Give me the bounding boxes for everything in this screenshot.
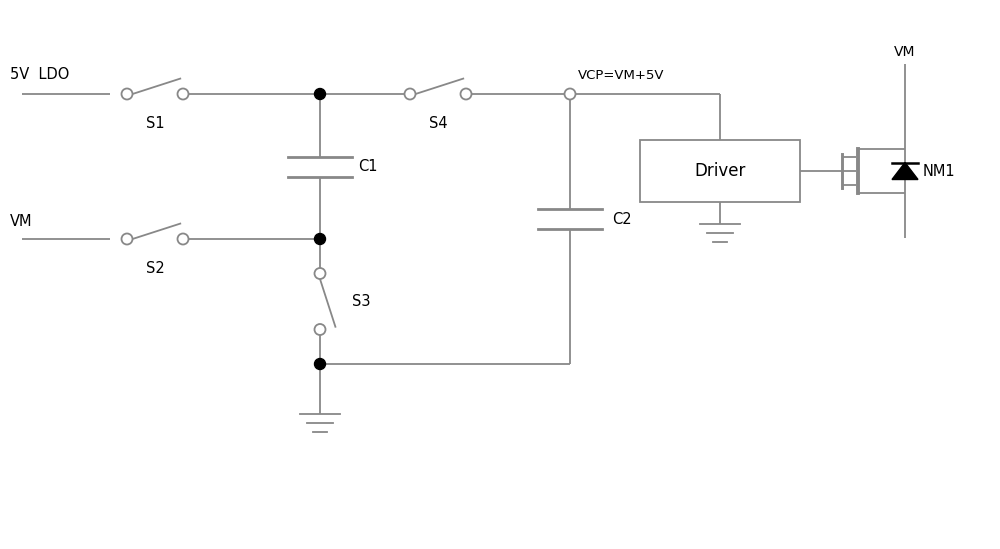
Circle shape (404, 88, 415, 99)
Circle shape (122, 233, 132, 244)
Text: VM: VM (10, 214, 32, 229)
Text: S4: S4 (429, 116, 447, 131)
Text: C2: C2 (612, 211, 632, 227)
Text: S2: S2 (146, 261, 164, 276)
Text: 5V  LDO: 5V LDO (10, 67, 69, 82)
Circle shape (122, 88, 132, 99)
Circle shape (314, 88, 326, 99)
Bar (640, 140, 800, 202)
Text: S3: S3 (352, 294, 370, 309)
Polygon shape (892, 163, 918, 180)
Circle shape (314, 233, 326, 244)
Text: Driver: Driver (694, 162, 746, 180)
Circle shape (460, 88, 472, 99)
Text: C1: C1 (358, 159, 378, 174)
Circle shape (314, 358, 326, 369)
Circle shape (314, 324, 326, 335)
Text: NM1: NM1 (923, 164, 956, 178)
Circle shape (178, 233, 188, 244)
Circle shape (314, 268, 326, 279)
Circle shape (178, 88, 188, 99)
Text: VM: VM (894, 45, 916, 59)
Text: S1: S1 (146, 116, 164, 131)
Circle shape (564, 88, 576, 99)
Text: VCP=VM+5V: VCP=VM+5V (578, 69, 664, 82)
